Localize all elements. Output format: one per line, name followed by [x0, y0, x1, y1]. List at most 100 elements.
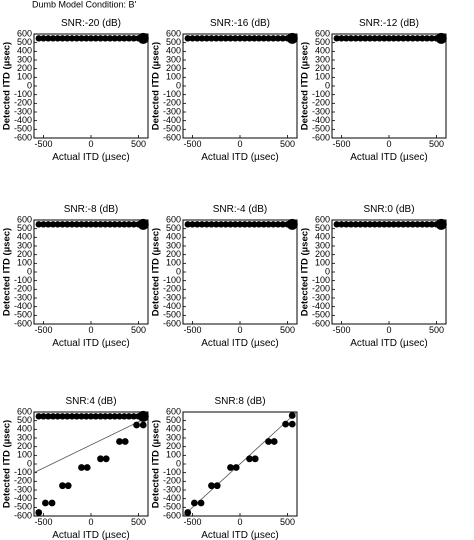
data-point [116, 413, 123, 420]
data-point [251, 455, 259, 463]
data-point [194, 221, 201, 228]
data-point [54, 221, 61, 228]
data-point [279, 221, 286, 228]
y-tick-label: 600 [315, 28, 330, 38]
y-tick-label: -100 [14, 275, 32, 285]
data-point [73, 413, 80, 420]
data-point [48, 499, 56, 507]
y-tick-label: 100 [166, 450, 181, 460]
x-tick-label: 0 [237, 139, 242, 149]
data-point [270, 35, 277, 42]
plot-frame [182, 219, 298, 325]
plot-title: SNR:-8 (dB) [64, 204, 118, 215]
data-point [347, 221, 355, 228]
data-point [49, 413, 57, 420]
data-point [197, 499, 205, 507]
data-point [333, 35, 340, 42]
data-point [198, 221, 206, 228]
y-tick-label: 500 [166, 223, 181, 233]
data-point [409, 35, 416, 42]
data-point [49, 221, 57, 228]
data-point [419, 221, 426, 228]
data-point [111, 413, 118, 420]
y-tick-label: -300 [163, 484, 181, 494]
y-tick-label: -400 [312, 301, 330, 311]
data-point [246, 35, 253, 42]
data-point [213, 482, 221, 490]
x-axis-label: Actual ITD (µsec) [52, 152, 129, 163]
data-point [83, 464, 91, 471]
y-tick-label: 400 [166, 232, 181, 242]
y-tick-label: -400 [14, 115, 32, 125]
data-point [255, 221, 263, 228]
y-tick-label: -100 [312, 89, 330, 99]
y-tick-label: 300 [166, 240, 181, 250]
data-point [40, 413, 47, 420]
y-tick-label: -500 [312, 124, 330, 134]
data-point [265, 35, 272, 42]
data-point [137, 32, 149, 44]
data-point [116, 438, 123, 445]
y-axis-label: Detected ITD (µsec) [2, 228, 13, 316]
y-tick-label: -400 [163, 301, 181, 311]
y-tick-label: 100 [17, 258, 32, 268]
data-point [423, 35, 431, 42]
data-point [232, 35, 239, 42]
data-point [343, 35, 350, 42]
data-point [217, 221, 225, 228]
data-point [68, 413, 76, 420]
x-tick-label: 0 [88, 325, 93, 335]
data-point [92, 221, 99, 228]
x-axis-label: Actual ITD (µsec) [201, 152, 278, 163]
data-point [121, 413, 128, 420]
y-tick-label: 100 [315, 258, 330, 268]
y-tick-label: -300 [163, 106, 181, 116]
data-point [381, 221, 388, 228]
data-point [371, 221, 378, 228]
data-point [49, 35, 57, 42]
data-point [73, 221, 80, 228]
y-tick-label: 300 [166, 432, 181, 442]
y-tick-label: 200 [17, 441, 32, 451]
y-tick-label: 500 [166, 415, 181, 425]
data-point [352, 35, 359, 42]
data-point [395, 35, 402, 42]
y-tick-label: -100 [14, 467, 32, 477]
y-tick-label: -600 [14, 132, 32, 142]
data-point [184, 509, 192, 516]
data-point [102, 35, 109, 42]
data-point [208, 35, 215, 42]
data-point [232, 464, 240, 471]
y-tick-label: 0 [176, 80, 181, 90]
y-tick-label: -500 [163, 502, 181, 512]
plot-frame [33, 219, 149, 325]
data-point [352, 221, 359, 228]
data-point [78, 35, 85, 42]
plot-title: SNR:0 (dB) [363, 204, 414, 215]
y-tick-label: -600 [14, 318, 32, 328]
y-tick-label: 300 [315, 240, 330, 250]
x-tick-label: 500 [280, 325, 295, 335]
data-point [97, 413, 104, 420]
data-point [222, 35, 229, 42]
chart-panel-8: SNR:8 (dB)-600-500-400-300-200-100010020… [151, 396, 298, 540]
data-point [409, 221, 416, 228]
x-tick-label: 0 [386, 325, 391, 335]
y-tick-label: 500 [166, 37, 181, 47]
data-point [184, 35, 191, 42]
y-tick-label: -600 [163, 132, 181, 142]
plot-frame [331, 219, 447, 325]
data-point [366, 35, 374, 42]
data-point [251, 35, 258, 42]
y-tick-label: 500 [17, 223, 32, 233]
y-tick-label: -100 [163, 275, 181, 285]
y-tick-label: 100 [315, 72, 330, 82]
data-point [376, 35, 383, 42]
data-point [274, 221, 282, 228]
x-tick-label: -500 [332, 139, 350, 149]
y-tick-label: -100 [14, 89, 32, 99]
y-tick-label: -200 [312, 284, 330, 294]
data-point [419, 35, 426, 42]
data-point [189, 221, 196, 228]
y-tick-label: -300 [14, 484, 32, 494]
